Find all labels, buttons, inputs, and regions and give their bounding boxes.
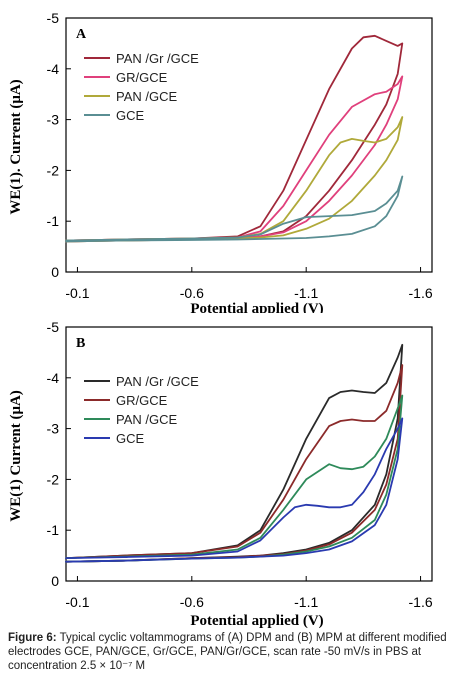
- caption-label: Figure 6:: [8, 632, 57, 644]
- legend-label: GCE: [116, 431, 145, 446]
- y-tick-label: -2: [47, 471, 60, 487]
- legend-label: PAN /GCE: [116, 89, 177, 104]
- y-tick-label: -2: [47, 162, 60, 178]
- x-tick-label: -1.6: [409, 285, 433, 301]
- x-tick-label: -1.1: [294, 594, 318, 610]
- legend-label: GCE: [116, 108, 145, 123]
- series-line-3: [65, 116, 404, 243]
- y-tick-label: -3: [47, 421, 60, 437]
- caption-text: Typical cyclic voltammograms of (A) DPM …: [8, 632, 447, 672]
- x-tick-label: -0.6: [180, 594, 204, 610]
- series-line-4: [65, 417, 404, 563]
- chart-panel-a: -5 -4 -3 -2 -1 0 -0.1 -0.6 -1.1 -1.6 Potential app…: [0, 0, 456, 318]
- legend-label: PAN /Gr /GCE: [116, 51, 199, 66]
- x-tick-label: -0.1: [65, 285, 89, 301]
- y-tick-label: -4: [47, 61, 60, 77]
- x-tick-label: -1.1: [294, 285, 318, 301]
- x-tick-label: -0.6: [180, 285, 204, 301]
- y-axis-label: WE(1) Current (μA): [8, 390, 24, 522]
- y-tick-label: -5: [47, 10, 60, 26]
- y-tick-label: 0: [51, 264, 59, 280]
- y-axis-label: WE(1). Current (μA): [8, 79, 24, 214]
- x-axis-label: Potential applied (V): [190, 301, 323, 313]
- figure-caption: Figure 6: Typical cyclic voltammograms o…: [8, 631, 448, 673]
- x-axis-label: Potential applied (V): [190, 613, 323, 629]
- panel-label: A: [76, 27, 87, 42]
- y-tick-label: -1: [47, 213, 60, 229]
- legend-label: GR/GCE: [116, 393, 168, 408]
- series-line-2: [65, 75, 404, 243]
- plot-frame: [65, 326, 433, 582]
- y-tick-label: -3: [47, 112, 60, 128]
- chart-panel-b: -5 -4 -3 -2 -1 0 -0.1 -0.6 -1.1 -1.6 Potential app…: [0, 313, 456, 636]
- series-line-4: [65, 175, 404, 243]
- panel-label: B: [76, 336, 85, 351]
- plot-frame: [65, 17, 433, 273]
- y-tick-label: 0: [51, 573, 59, 589]
- legend-label: GR/GCE: [116, 70, 168, 85]
- legend-label: PAN /Gr /GCE: [116, 374, 199, 389]
- chart-b-svg: -5 -4 -3 -2 -1 0 -0.1 -0.6 -1.1 -1.6 Potential app…: [8, 319, 433, 629]
- y-tick-label: -4: [47, 370, 60, 386]
- y-tick-label: -5: [47, 319, 60, 335]
- x-tick-label: -0.1: [65, 594, 89, 610]
- chart-a-svg: -5 -4 -3 -2 -1 0 -0.1 -0.6 -1.1 -1.6 Potential app…: [8, 10, 433, 317]
- legend-label: PAN /GCE: [116, 412, 177, 427]
- y-tick-label: -1: [47, 522, 60, 538]
- x-tick-label: -1.6: [409, 594, 433, 610]
